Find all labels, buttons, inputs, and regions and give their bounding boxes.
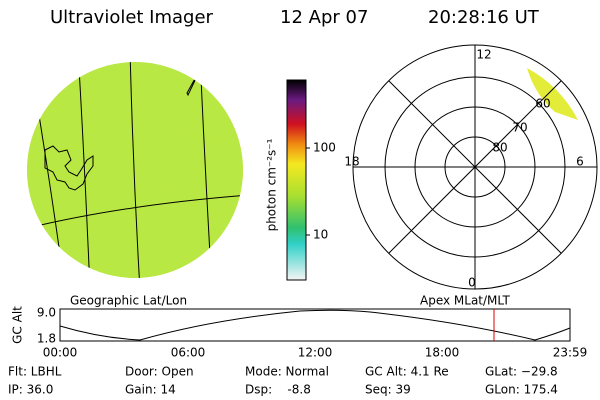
- altitude-plot: Geographic Lat/Lon Apex MLat/MLT GC Alt …: [11, 294, 588, 360]
- lat-label: 80: [492, 141, 507, 155]
- status-field: Gain: 14: [125, 383, 176, 397]
- y-label: GC Alt: [11, 306, 25, 344]
- status-field: GLat: −29.8: [485, 365, 558, 379]
- hour-label: 18: [344, 155, 359, 169]
- disk-texture: [27, 62, 243, 278]
- status: Flt: LBHL Door: Open Mode: Normal GC Alt: 4…: [8, 365, 558, 397]
- x-tick-label: 06:00: [171, 346, 206, 360]
- aurora: [527, 68, 578, 120]
- status-field: Dsp: -8.8: [245, 383, 311, 397]
- time: 20:28:16 UT: [428, 7, 540, 28]
- image: [27, 62, 243, 278]
- date: 12 Apr 07: [280, 7, 368, 28]
- lat-label: 60: [535, 97, 550, 111]
- left-title: Geographic Lat/Lon: [70, 294, 187, 308]
- x-tick-label: 00:00: [43, 346, 78, 360]
- status-field: GLon: 175.4: [485, 383, 558, 397]
- header: Ultraviolet Imager 12 Apr 07 20:28:16 UT: [50, 7, 540, 28]
- colorbar: 100 10 photon cm⁻²s⁻¹: [265, 79, 336, 281]
- altitude-curve: [59, 309, 571, 341]
- polar-plot: 12 18 6 0 60 70 80: [344, 44, 598, 290]
- hour-label: 12: [476, 48, 491, 62]
- y-tick-label: 1.8: [37, 332, 56, 346]
- color-scale: [286, 79, 307, 281]
- hour-label: 0: [468, 276, 476, 290]
- plot-frame: [59, 308, 571, 342]
- status-field: Seq: 39: [365, 383, 411, 397]
- tick-label: 100: [313, 141, 336, 155]
- right-title: Apex MLat/MLT: [420, 294, 510, 308]
- tick-label: 10: [313, 228, 328, 242]
- x-tick-label: 12:00: [298, 346, 333, 360]
- status-field: Mode: Normal: [245, 365, 329, 379]
- status-field: IP: 36.0: [8, 383, 53, 397]
- status-field: Flt: LBHL: [8, 365, 62, 379]
- hour-label: 6: [576, 155, 584, 169]
- status-field: GC Alt: 4.1 Re: [365, 365, 449, 379]
- instrument: Ultraviolet Imager: [50, 7, 214, 28]
- x-tick-label: 23:59: [553, 346, 588, 360]
- colorbar-label: photon cm⁻²s⁻¹: [265, 138, 279, 231]
- lat-label: 70: [512, 121, 527, 135]
- x-tick-label: 18:00: [425, 346, 460, 360]
- y-tick-label: 9.0: [37, 306, 56, 320]
- status-field: Door: Open: [125, 365, 194, 379]
